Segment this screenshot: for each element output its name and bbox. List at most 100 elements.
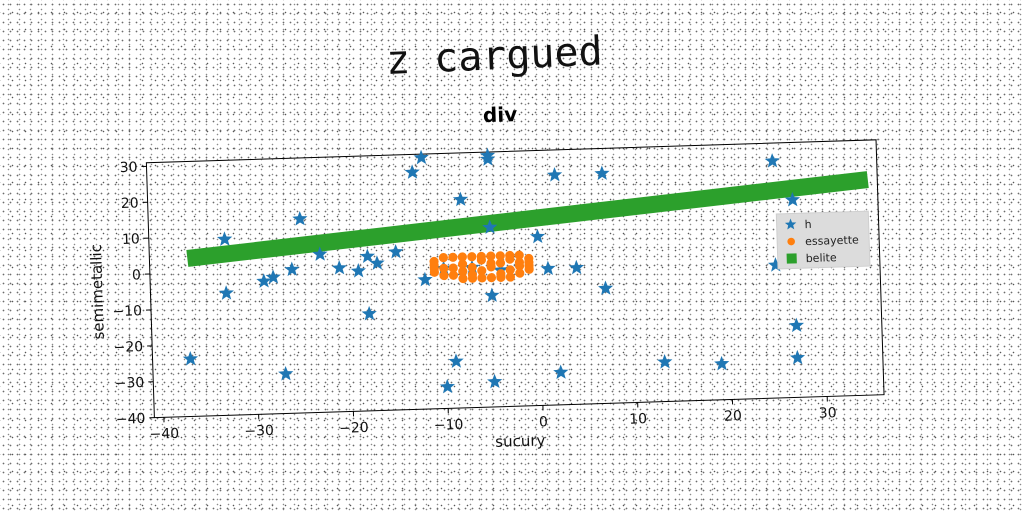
scatter-chart: div 30 20 10 0 −10 −20 −30 −40 −40 −30 −20 −10 0 10 2… (87, 102, 885, 451)
h-point (484, 287, 500, 303)
essayette-point (439, 270, 449, 281)
h-point (182, 350, 198, 366)
series-essayette (429, 250, 534, 284)
h-point (413, 149, 429, 165)
legend-label-essayette: essayette (805, 233, 859, 248)
h-point (546, 167, 563, 182)
x-axis-label: sucury (495, 431, 546, 451)
h-point (278, 365, 294, 381)
essayette-point (448, 263, 458, 273)
essayette-point (477, 266, 487, 276)
h-point (529, 228, 546, 244)
essayette-point (439, 263, 449, 273)
y-tick-label: 10 (122, 231, 140, 248)
essayette-point (448, 252, 458, 262)
essayette-point (438, 253, 449, 263)
essayette-point (515, 268, 525, 278)
h-point (452, 191, 469, 207)
h-point (714, 355, 730, 371)
essayette-point (467, 252, 477, 262)
h-point (789, 349, 806, 365)
h-point (359, 248, 376, 263)
h-point (417, 271, 433, 287)
x-tick-label: 10 (629, 411, 647, 428)
h-point (657, 354, 673, 369)
legend-marker-essayette (787, 237, 795, 246)
y-tick-label: 20 (121, 196, 139, 213)
essayette-point (458, 266, 468, 276)
legend: h essayette belite (775, 210, 871, 270)
y-tick-label: −20 (113, 339, 143, 356)
h-point (312, 246, 328, 261)
series-belite (186, 171, 869, 267)
page-title: z cargued (385, 28, 604, 84)
legend-box (775, 210, 871, 270)
y-tick-label: 0 (132, 267, 141, 283)
essayette-point (486, 258, 496, 268)
h-point (216, 231, 233, 246)
y-axis-label: semimetallic (87, 244, 108, 340)
h-point (448, 353, 464, 369)
essayette-point (514, 250, 524, 260)
essayette-point (505, 254, 515, 264)
x-tick-label: −40 (149, 426, 179, 443)
essayette-point (429, 256, 439, 267)
x-tick-label: 30 (819, 405, 837, 422)
series-h (182, 147, 806, 394)
h-point (764, 153, 780, 168)
h-point (284, 261, 300, 277)
belite-band (186, 171, 869, 267)
h-point (439, 378, 455, 394)
essayette-point (467, 270, 477, 280)
x-tick-label: −20 (339, 420, 369, 437)
essayette-point (467, 262, 477, 273)
y-axis: 30 20 10 0 −10 −20 −30 −40 (112, 160, 155, 428)
essayette-point (486, 273, 497, 283)
plot-area (145, 139, 885, 419)
h-point (404, 164, 420, 179)
legend-label-h: h (804, 218, 811, 231)
essayette-point (477, 273, 487, 283)
h-point (480, 151, 496, 166)
chart-title: div (483, 102, 518, 127)
h-point (350, 263, 367, 278)
legend-label-belite: belite (806, 251, 838, 265)
h-point (292, 211, 308, 226)
chart-figure: div 30 20 10 0 −10 −20 −30 −40 −40 −30 −20 −10 0 10 2… (85, 88, 895, 458)
x-tick-label: 0 (539, 414, 548, 430)
h-point (594, 165, 610, 181)
h-point (331, 260, 347, 275)
essayette-point (495, 258, 506, 268)
h-point (482, 219, 498, 235)
h-point (256, 273, 272, 288)
h-point (388, 243, 404, 259)
essayette-point (514, 257, 525, 268)
essayette-point (486, 251, 496, 261)
y-tick-label: −40 (116, 411, 146, 428)
essayette-point (457, 259, 468, 269)
y-tick-label: 30 (119, 160, 137, 177)
essayette-point (495, 251, 505, 261)
essayette-point (476, 255, 487, 265)
legend-marker-h (784, 218, 797, 230)
essayette-point (458, 273, 468, 284)
y-tick-label: −30 (115, 375, 145, 392)
h-point (540, 260, 556, 276)
h-point (568, 259, 585, 275)
x-tick-label: 20 (724, 408, 742, 425)
essayette-point (524, 264, 534, 274)
h-point (784, 191, 801, 207)
essayette-point (457, 252, 467, 262)
y-tick-label: −10 (112, 303, 142, 320)
essayette-point (505, 265, 515, 275)
h-point (597, 280, 614, 296)
essayette-point (496, 269, 506, 279)
x-axis: −40 −30 −20 −10 0 10 20 30 (149, 396, 837, 443)
h-point (218, 285, 234, 300)
x-tick-label: −30 (244, 423, 274, 440)
h-point (361, 305, 377, 321)
essayette-point (505, 272, 516, 282)
h-point (369, 255, 385, 270)
h-point (487, 373, 503, 389)
x-tick-label: −10 (434, 417, 464, 434)
